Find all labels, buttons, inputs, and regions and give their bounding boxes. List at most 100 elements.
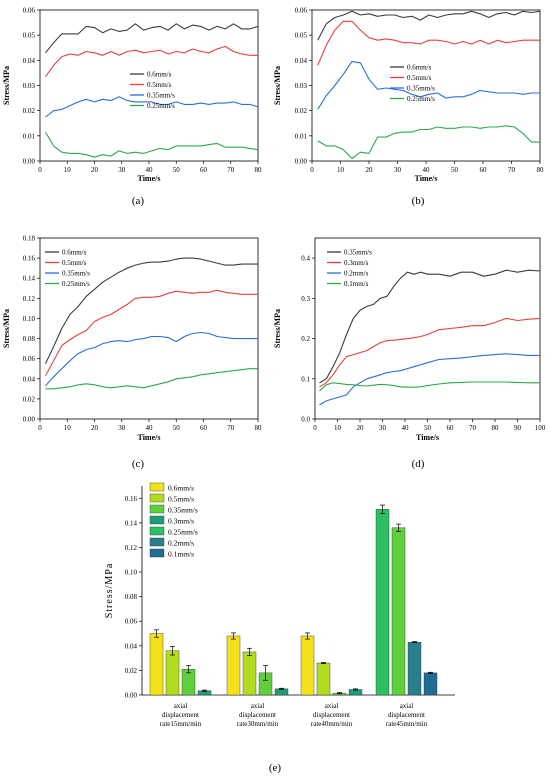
legend-entry: 0.2mm/s <box>344 270 369 278</box>
bar <box>149 633 164 696</box>
y-tick-label: 0.00 <box>295 158 308 166</box>
y-tick-label: 0.06 <box>295 7 308 15</box>
x-tick-label: 30 <box>118 166 126 174</box>
y-tick-label: 0.12 <box>125 544 138 552</box>
y-tick-label: 0.10 <box>125 569 138 577</box>
bar <box>165 650 180 696</box>
series-line <box>45 289 258 377</box>
x-tick-label: 90 <box>514 424 522 432</box>
series-line <box>317 10 541 41</box>
y-tick-label: 0.01 <box>295 132 308 140</box>
legend-entry: 0.35mm/s <box>62 270 90 278</box>
y-tick-label: 0.01 <box>23 132 36 140</box>
category-label: axial <box>251 702 265 710</box>
y-tick-label: 0.08 <box>23 335 36 343</box>
x-tick-label: 60 <box>447 424 455 432</box>
y-tick-label: 0.2 <box>301 335 310 343</box>
legend-entry: 0.5mm/s <box>147 81 172 89</box>
x-tick-label: 70 <box>227 166 235 174</box>
bar <box>300 635 315 696</box>
y-tick-label: 0.02 <box>23 107 36 115</box>
legend-entry: 0.6mm/s <box>168 484 194 493</box>
x-tick-label: 20 <box>366 166 374 174</box>
x-tick-label: 50 <box>173 424 181 432</box>
y-tick-label: 0.16 <box>23 255 36 263</box>
legend-entry: 0.3mm/s <box>344 259 369 267</box>
legend-swatch <box>149 526 165 536</box>
y-tick-label: 0.04 <box>295 57 308 65</box>
series-line <box>319 317 541 388</box>
y-tick-label: 0.04 <box>125 642 138 650</box>
series-line <box>45 368 258 390</box>
x-tick-label: 10 <box>64 424 72 432</box>
series-line <box>317 61 540 110</box>
panel-label: (a) <box>132 195 145 207</box>
series-line <box>319 381 540 392</box>
y-tick-label: 0.08 <box>125 593 138 601</box>
x-tick-label: 60 <box>480 166 488 174</box>
series-line <box>317 20 540 66</box>
bar <box>242 651 257 696</box>
x-tick-label: 70 <box>227 424 235 432</box>
x-tick-label: 20 <box>91 166 99 174</box>
y-tick-label: 0.06 <box>23 7 36 15</box>
legend-entry: 0.3mm/s <box>168 517 194 526</box>
chart-panel-a: 0 10 20 30 40 50 60 70 80 0.00 0.01 0.02 0.03 0.04 0.0… <box>2 7 262 208</box>
category-label: displacement <box>239 711 276 719</box>
x-axis-label: Time/s <box>416 433 439 442</box>
series-line <box>45 257 258 364</box>
series-line <box>45 96 259 118</box>
y-tick-label: 0.18 <box>23 235 36 243</box>
x-tick-label: 0 <box>313 424 317 432</box>
x-tick-label: 50 <box>451 166 459 174</box>
y-axis-label: Stress/MPa <box>273 66 282 105</box>
y-tick-label: 0.14 <box>23 275 36 283</box>
category-label: axial <box>400 702 414 710</box>
x-tick-label: 20 <box>91 424 99 432</box>
series-line <box>45 331 258 387</box>
bar <box>316 662 331 696</box>
x-tick-label: 10 <box>334 424 342 432</box>
panel-label: (b) <box>412 195 425 207</box>
y-tick-label: 0.02 <box>23 395 36 403</box>
x-tick-label: 30 <box>118 424 126 432</box>
legend-entry: 0.6mm/s <box>62 249 87 257</box>
x-tick-label: 70 <box>469 424 477 432</box>
legend-entry: 0.35mm/s <box>147 92 175 100</box>
panel-label: (e) <box>269 762 282 774</box>
y-tick-label: 0.00 <box>125 692 138 700</box>
x-tick-label: 80 <box>255 424 263 432</box>
bar <box>375 509 390 696</box>
y-tick-label: 0.05 <box>23 32 36 40</box>
series-line <box>45 131 259 158</box>
legend-entry: 0.25mm/s <box>168 528 198 537</box>
legend-swatch <box>149 537 165 547</box>
category-label: axial <box>174 702 188 710</box>
x-tick-label: 100 <box>535 424 546 432</box>
x-tick-label: 40 <box>423 166 431 174</box>
y-tick-label: 0.12 <box>23 295 36 303</box>
x-tick-label: 60 <box>200 166 208 174</box>
bar <box>226 635 241 696</box>
category-label: rate40mm/min <box>311 720 353 728</box>
x-axis-label: Time/s <box>138 433 161 442</box>
legend-entry: 0.25mm/s <box>62 280 90 288</box>
legend-entry: 0.25mm/s <box>407 95 435 103</box>
legend-swatch <box>149 504 165 514</box>
legend-entry: 0.35mm/s <box>407 85 435 93</box>
x-axis-label: Time/s <box>415 174 438 183</box>
x-tick-label: 30 <box>394 166 402 174</box>
y-tick-label: 0.00 <box>23 416 36 424</box>
legend-entry: 0.35mm/s <box>168 506 198 515</box>
bar <box>423 672 438 696</box>
y-tick-label: 0.04 <box>23 57 36 65</box>
category-label: rate45mm/min <box>386 720 428 728</box>
legend-swatch <box>149 482 165 492</box>
x-tick-label: 30 <box>379 424 387 432</box>
y-tick-label: 0.06 <box>23 355 36 363</box>
y-tick-label: 0.02 <box>295 107 308 115</box>
category-label: displacement <box>388 711 425 719</box>
panel-label: (c) <box>132 458 145 470</box>
legend-entry: 0.5mm/s <box>407 74 432 82</box>
legend-entry: 0.6mm/s <box>147 71 172 79</box>
